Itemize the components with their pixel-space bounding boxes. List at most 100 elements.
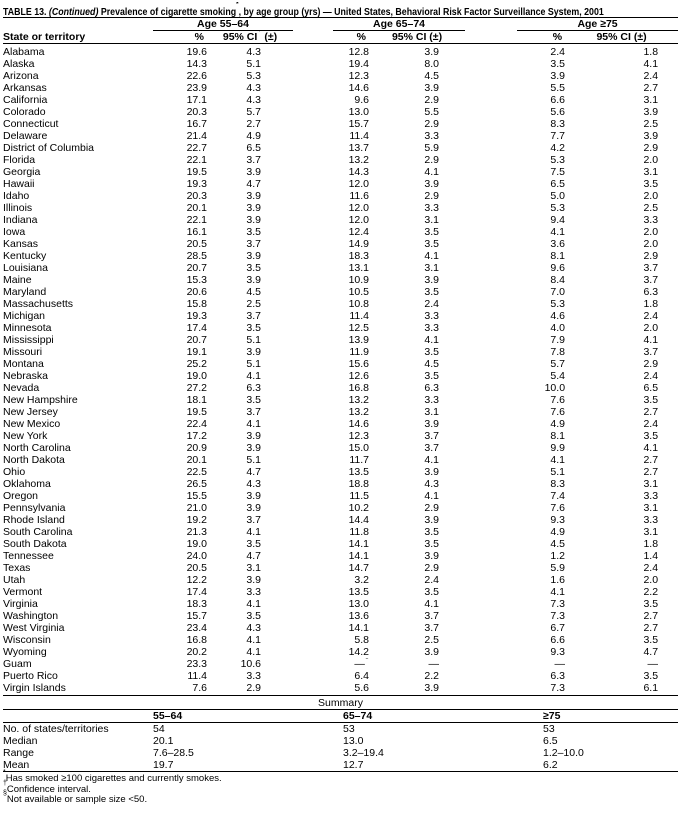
spacer <box>465 166 517 178</box>
spacer <box>293 430 333 442</box>
table-row: Florida 22.1 3.7 13.2 2.9 5.3 2.0 <box>3 154 678 166</box>
ci-55-64: 3.7 <box>246 309 262 322</box>
pct-55-64: 20.5 <box>186 237 207 250</box>
pct-55-64: 20.1 <box>186 201 207 214</box>
table-row: Connecticut 16.7 2.7 15.7 2.9 8.3 2.5 <box>3 118 678 130</box>
spacer <box>293 658 333 670</box>
pct-65-74: 12.0 <box>348 213 370 226</box>
spacer <box>465 142 517 154</box>
spacer <box>293 142 333 154</box>
ci-55-64: 3.9 <box>246 501 262 514</box>
ci-55-64: 3.7 <box>246 405 262 418</box>
summary-heading: Summary <box>3 694 678 710</box>
ci-75: 2.0 <box>643 189 659 202</box>
col-ci-75: 95% CI (±) <box>565 30 679 44</box>
table-row: North Carolina 20.9 3.9 15.0 3.7 9.9 4.1 <box>3 442 678 454</box>
pct-55-64: 20.9 <box>186 441 207 454</box>
spacer <box>293 634 333 646</box>
pct-65-74: 12.4 <box>348 225 370 238</box>
ci-65-74: 2.9 <box>424 501 440 514</box>
ci-75: 1.8 <box>643 537 659 550</box>
table-row: New Mexico 22.4 4.1 14.6 3.9 4.9 2.4 <box>3 418 678 430</box>
ci-65-74: 2.4 <box>424 573 440 586</box>
ci-65-74: 3.1 <box>424 405 440 418</box>
col-pct-65-74: % <box>333 30 370 44</box>
pct-55-64: 20.5 <box>186 561 207 574</box>
pct-55-64: 19.2 <box>186 513 207 526</box>
spacer <box>293 286 333 298</box>
pct-55-64: 22.7 <box>186 141 207 154</box>
state-name: Massachusetts <box>3 297 74 310</box>
prevalence-table: Age 55–64 Age 65–74 Age ≥75 State or ter… <box>3 18 679 694</box>
col-ci-55-64: 95% CI† (±) <box>207 30 294 44</box>
spacer <box>293 670 333 682</box>
ci-55-64: 2.7 <box>246 117 262 130</box>
table-row: Virginia 18.3 4.1 13.0 4.1 7.3 3.5 <box>3 598 678 610</box>
table-row: New York 17.2 3.9 12.3 3.7 8.1 3.5 <box>3 430 678 442</box>
pct-75: 4.1 <box>550 585 566 598</box>
state-name: Tennessee <box>3 549 54 562</box>
state-name: North Carolina <box>3 441 71 454</box>
spacer <box>293 478 333 490</box>
ci-65-74: 6.3 <box>424 381 440 394</box>
summary-value: 6.2 <box>543 759 678 772</box>
pct-55-64: 14.3 <box>186 57 207 70</box>
ci-55-64: 4.5 <box>246 285 262 298</box>
ci-75: 2.0 <box>643 153 659 166</box>
pct-65-74: 11.4 <box>349 129 370 142</box>
spacer <box>465 514 517 526</box>
state-name: Rhode Island <box>3 513 65 526</box>
pct-75: 8.3 <box>550 477 566 490</box>
spacer <box>465 646 517 658</box>
state-name: Maryland <box>3 285 47 298</box>
table-row: Delaware 21.4 4.9 11.4 3.3 7.7 3.9 <box>3 130 678 142</box>
pct-65-74: 13.5 <box>348 585 370 598</box>
spacer <box>293 490 333 502</box>
ci-55-64: 4.3 <box>246 621 262 634</box>
ci-55-64: 3.9 <box>246 429 262 442</box>
ci-75: 6.1 <box>643 681 659 694</box>
table-row: New Hampshire 18.1 3.5 13.2 3.3 7.6 3.5 <box>3 394 678 406</box>
state-name: South Carolina <box>3 525 73 538</box>
pct-65-74: 10.5 <box>348 285 370 298</box>
pct-65-74: 11.8 <box>349 525 370 538</box>
spacer <box>465 466 517 478</box>
spacer <box>293 514 333 526</box>
summary-col-55-64: 55–64 <box>153 709 343 723</box>
ci-75: 3.1 <box>643 501 659 514</box>
ci-75: 4.1 <box>643 441 659 454</box>
ci-label: 95% CI <box>222 31 258 43</box>
spacer <box>293 466 333 478</box>
ci-55-64: 4.1 <box>246 645 262 658</box>
ci-55-64: 3.5 <box>246 225 262 238</box>
ci-65-74: 3.7 <box>424 429 440 442</box>
summary-col-65-74: 65–74 <box>343 709 543 723</box>
summary-row: No. of states/territories 54 53 53 <box>3 723 678 736</box>
footnote-marker: § <box>3 790 7 797</box>
col-group-75: Age ≥75 <box>517 18 679 31</box>
ci-75: 3.7 <box>643 261 659 274</box>
state-name: Florida <box>3 153 36 166</box>
ci-65-74: 3.9 <box>424 549 440 562</box>
pct-55-64: 20.2 <box>186 645 207 658</box>
spacer <box>465 490 517 502</box>
ci-65-74: 3.7 <box>424 609 440 622</box>
table-row: Michigan 19.3 3.7 11.4 3.3 4.6 2.4 <box>3 310 678 322</box>
ci-65-74: 4.5 <box>424 69 440 82</box>
spacer <box>465 670 517 682</box>
ci-65-74: 2.9 <box>424 117 440 130</box>
pct-65-74: 12.3 <box>348 69 370 82</box>
asterisk-marker: * <box>236 2 239 8</box>
ci-75: 3.3 <box>643 513 659 526</box>
ci-55-64: 3.5 <box>246 537 262 550</box>
table-row: Ohio 22.5 4.7 13.5 3.9 5.1 2.7 <box>3 466 678 478</box>
table-row: Louisiana 20.7 3.5 13.1 3.1 9.6 3.7 <box>3 262 678 274</box>
ci-55-64: 3.9 <box>246 213 262 226</box>
pct-65-74: 13.0 <box>348 105 370 118</box>
pct-65-74: 13.2 <box>348 405 370 418</box>
ci-65-74: 4.1 <box>424 249 440 262</box>
pct-55-64: 12.2 <box>186 573 207 586</box>
spacer <box>465 82 517 94</box>
summary-value: 19.7 <box>153 759 343 772</box>
pct-65-74: 13.1 <box>348 261 370 274</box>
